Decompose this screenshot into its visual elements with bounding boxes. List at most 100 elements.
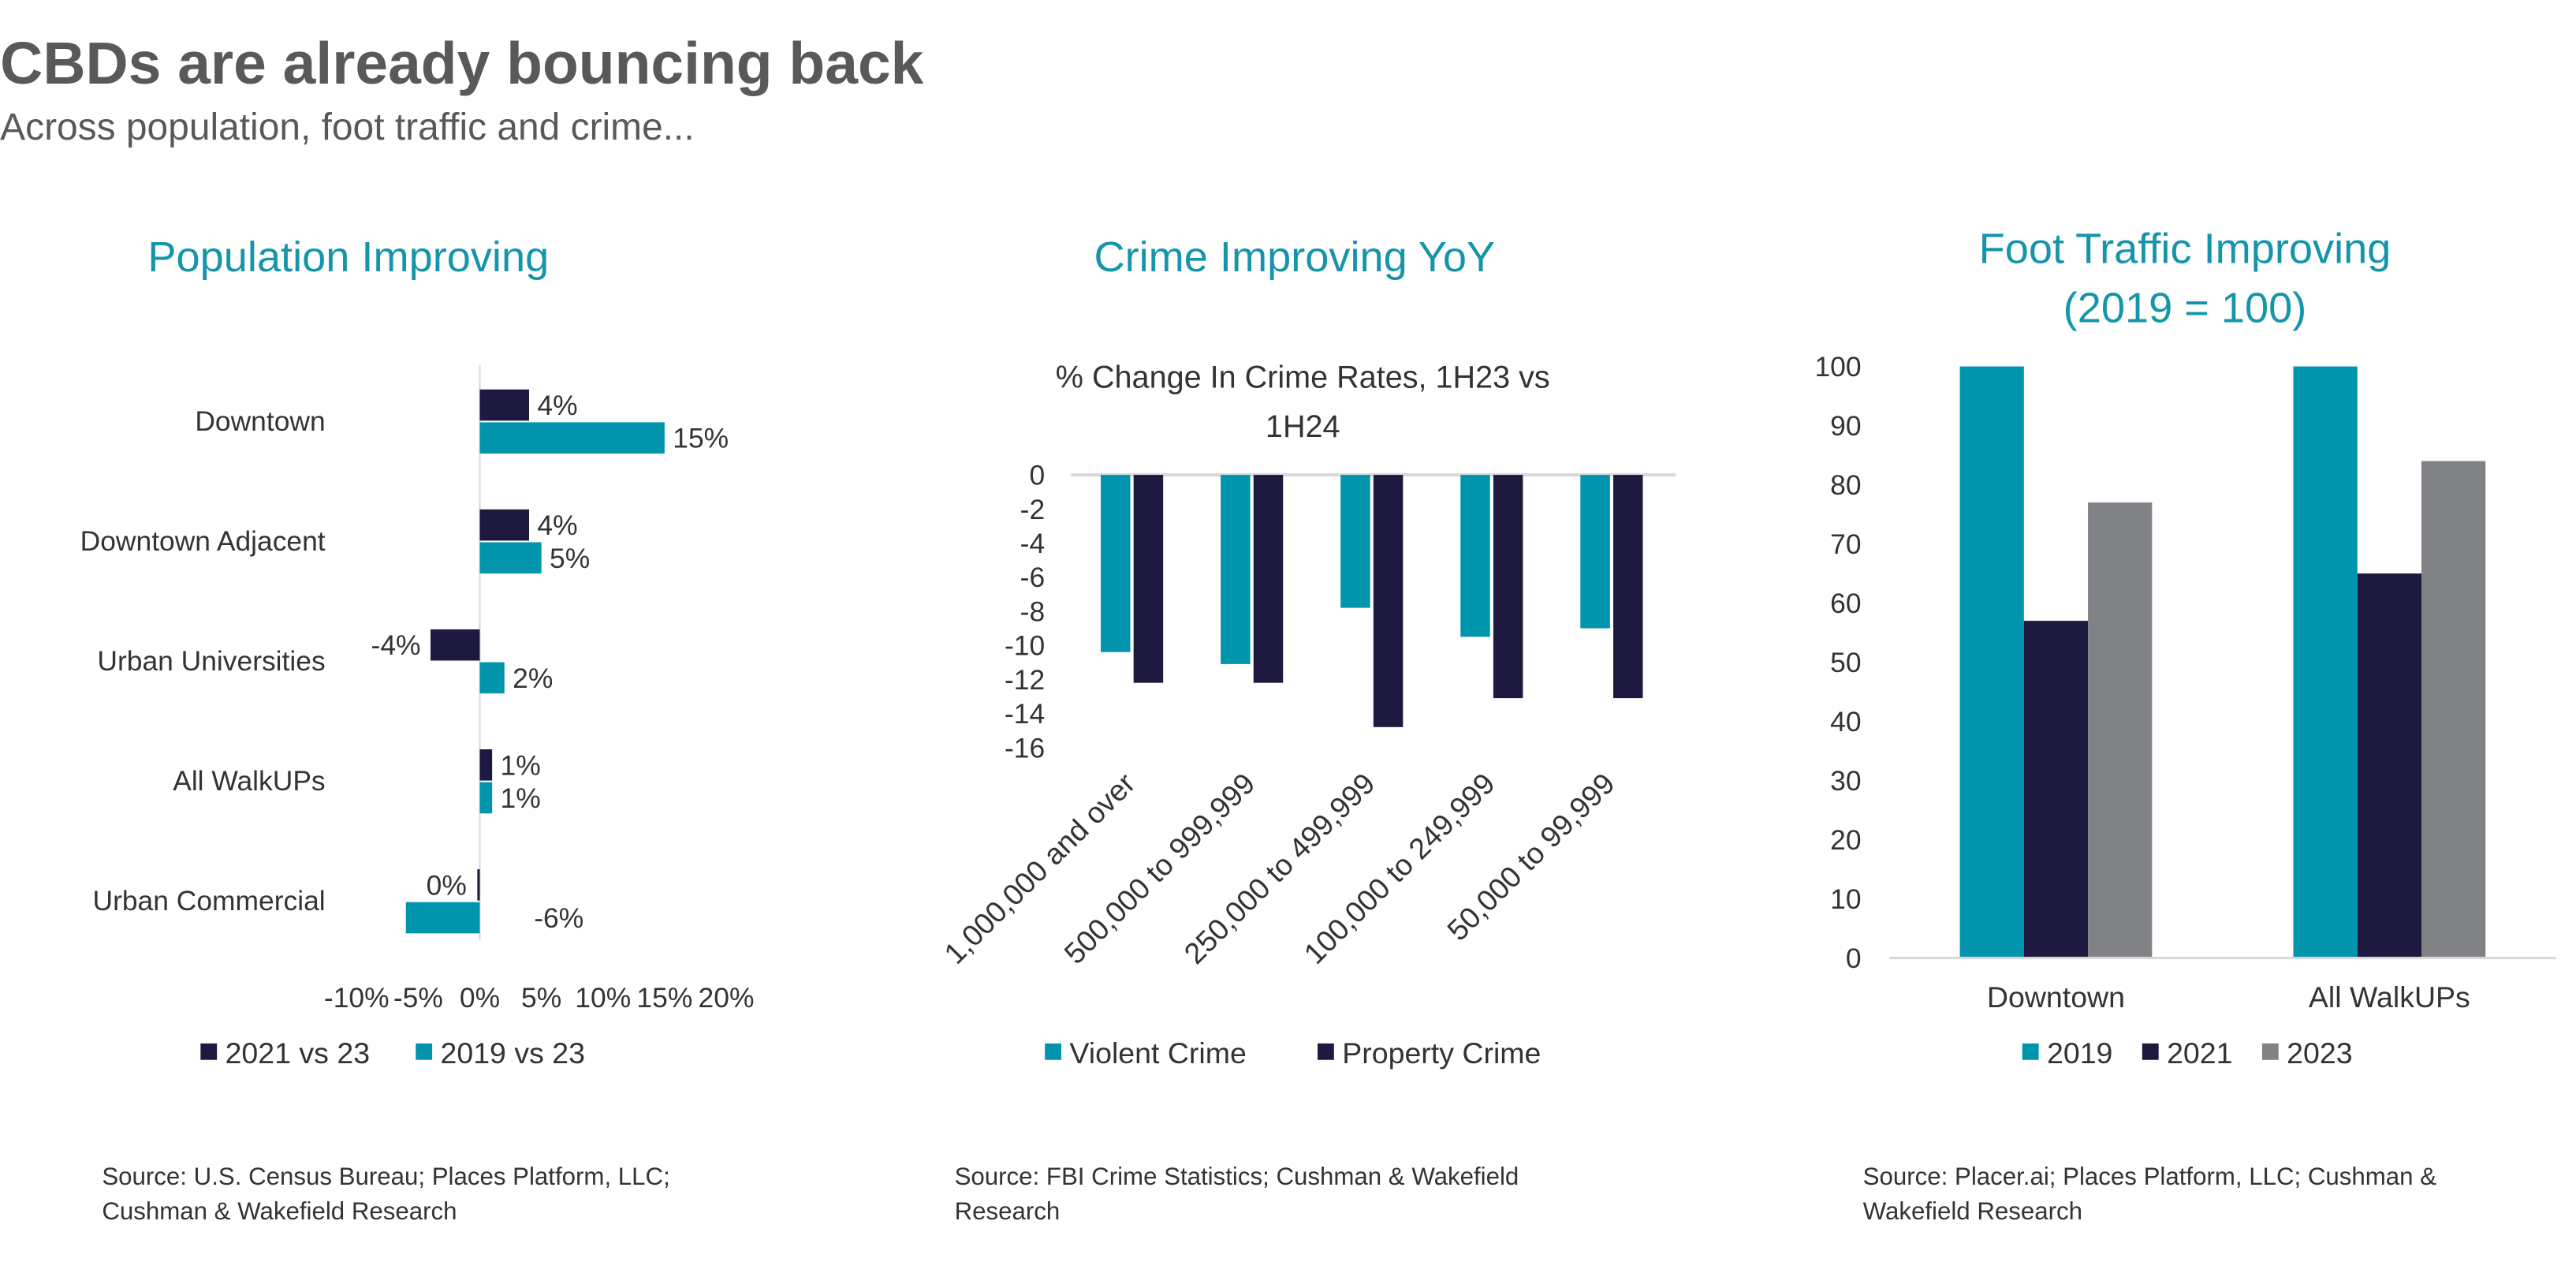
bar-violent-crime-1-000-000-and-over (1101, 475, 1131, 652)
category-label-urban-universities: Urban Universities (97, 645, 325, 677)
bar-2019-vs-23-all-walkups (479, 782, 493, 814)
bar-2019-vs-23-downtown (479, 422, 665, 454)
slide-subtitle: Across population, foot traffic and crim… (0, 106, 695, 148)
y-tick-50: 50 (1830, 647, 1861, 678)
legend-swatch-2021 (2142, 1043, 2159, 1060)
data-label-2019-vs-23-urban-universities: 2% (513, 663, 553, 694)
y-tick-12: -12 (1005, 664, 1045, 696)
legend-label-property-crime: Property Crime (1342, 1036, 1541, 1070)
bar-2019-all-walkups (2293, 366, 2358, 958)
bar-2021-vs-23-downtown-adjacent (479, 509, 529, 541)
bar-2021-vs-23-downtown (479, 389, 529, 421)
x-tick-10: -10% (324, 982, 390, 1014)
data-label-2019-vs-23-downtown-adjacent: 5% (550, 543, 590, 574)
y-tick-4: -4 (1020, 528, 1045, 559)
y-tick-0: 0 (1846, 943, 1862, 974)
bar-property-crime-100-000-to-249-999 (1493, 475, 1523, 699)
x-tick-5: 5% (521, 982, 561, 1014)
population-source-line2: Cushman & Wakefield Research (102, 1197, 457, 1225)
x-tick-0: 0% (460, 982, 500, 1014)
population-source-line1: Source: U.S. Census Bureau; Places Platf… (102, 1163, 669, 1190)
bar-2019-vs-23-urban-commercial (405, 902, 480, 934)
x-tick-10: 10% (575, 982, 631, 1014)
bar-2023-downtown (2088, 502, 2153, 958)
category-label-downtown-adjacent: Downtown Adjacent (80, 525, 326, 557)
bar-2021-downtown (2023, 621, 2089, 958)
legend-label-2019-vs-23: 2019 vs 23 (441, 1036, 585, 1070)
foot-traffic-chart: 0 10 20 30 40 50 60 70 80 90 100 Downtown All WalkUP… (1815, 351, 2556, 1070)
crime-source-line2: Research (955, 1197, 1061, 1225)
crime-chart: 0-2-4-6-8-10-12-14-161,000,000 and over5… (938, 460, 1676, 1070)
y-tick-60: 60 (1830, 588, 1861, 619)
y-tick-20: 20 (1830, 824, 1861, 856)
y-tick-8: -8 (1020, 596, 1045, 627)
legend-swatch-2019-vs-23 (416, 1043, 433, 1060)
y-tick-16: -16 (1005, 732, 1045, 764)
category-label-urban-commercial: Urban Commercial (93, 885, 326, 917)
population-chart: Downtown 4%15%Downtown Adjacent 4%5%Urban … (80, 364, 755, 1070)
data-label-2021-vs-23-all-walkups: 1% (501, 749, 541, 781)
data-label-2021-vs-23-downtown-adjacent: 4% (537, 510, 577, 541)
crime-chart-title: Crime Improving YoY (1094, 233, 1495, 281)
bar-2019-vs-23-downtown-adjacent (479, 542, 542, 574)
foot-source-line2: Wakefield Research (1863, 1197, 2082, 1225)
bar-violent-crime-100-000-to-249-999 (1460, 475, 1490, 637)
foot-traffic-chart-subtitle: (2019 = 100) (2063, 284, 2307, 331)
bar-2021-vs-23-urban-commercial (477, 869, 480, 901)
legend-label-2021-vs-23: 2021 vs 23 (226, 1036, 370, 1070)
y-tick-6: -6 (1020, 562, 1045, 593)
legend-swatch-property-crime (1318, 1043, 1334, 1060)
y-tick-2: -2 (1020, 494, 1045, 525)
data-label-2019-vs-23-urban-commercial: -6% (534, 902, 583, 934)
y-tick-10: 10 (1830, 883, 1861, 915)
y-tick-100: 100 (1815, 351, 1862, 383)
data-label-2021-vs-23-downtown: 4% (537, 390, 577, 421)
x-tick-5: -5% (393, 982, 443, 1014)
legend-swatch-2021-vs-23 (200, 1043, 218, 1060)
bar-2023-all-walkups (2421, 461, 2486, 958)
crime-chart-subtitle-line2: 1H24 (1266, 409, 1340, 444)
data-label-2021-vs-23-urban-commercial: 0% (427, 869, 467, 901)
crime-chart-subtitle-line1: % Change In Crime Rates, 1H23 vs (1056, 360, 1550, 395)
legend-label-2021: 2021 (2167, 1036, 2232, 1070)
y-tick-80: 80 (1830, 469, 1861, 501)
legend-swatch-violent-crime (1045, 1043, 1061, 1060)
population-chart-title: Population Improving (147, 233, 549, 281)
bar-property-crime-500-000-to-999-999 (1253, 475, 1284, 683)
slide-title: CBDs are already bouncing back (0, 30, 924, 96)
bar-2019-downtown (1959, 366, 2024, 958)
category-label-all-walkups: All WalkUPs (173, 765, 325, 797)
foot-traffic-chart-title: Foot Traffic Improving (1979, 225, 2391, 272)
bar-property-crime-250-000-to-499-999 (1373, 475, 1404, 727)
bar-violent-crime-250-000-to-499-999 (1340, 475, 1370, 608)
bar-2019-vs-23-urban-universities (479, 662, 505, 694)
y-tick-0: 0 (1029, 460, 1045, 491)
category-label-downtown: Downtown (195, 405, 325, 437)
y-tick-70: 70 (1830, 528, 1861, 560)
bar-2021-all-walkups (2357, 573, 2421, 958)
y-tick-40: 40 (1830, 706, 1861, 737)
category-label-all-walkups: All WalkUPs (2309, 980, 2470, 1014)
legend-label-violent-crime: Violent Crime (1069, 1036, 1246, 1070)
y-tick-90: 90 (1830, 410, 1861, 442)
crime-source-line1: Source: FBI Crime Statistics; Cushman & … (955, 1163, 1519, 1190)
legend-swatch-2019 (2022, 1043, 2039, 1060)
bar-2021-vs-23-all-walkups (479, 749, 493, 781)
y-tick-30: 30 (1830, 765, 1861, 797)
bar-2021-vs-23-urban-universities (431, 629, 480, 661)
bar-violent-crime-500-000-to-999-999 (1221, 475, 1251, 664)
foot-source-line1: Source: Placer.ai; Places Platform, LLC;… (1863, 1163, 2437, 1190)
y-tick-10: -10 (1005, 630, 1045, 662)
legend-label-2023: 2023 (2287, 1036, 2352, 1070)
x-tick-20: 20% (699, 982, 755, 1014)
data-label-2019-vs-23-downtown: 15% (673, 423, 729, 454)
bar-property-crime-50-000-to-99-999 (1613, 475, 1643, 699)
legend-label-2019: 2019 (2047, 1036, 2112, 1070)
legend-swatch-2023 (2261, 1043, 2279, 1060)
y-tick-14: -14 (1005, 698, 1045, 730)
data-label-2021-vs-23-urban-universities: -4% (371, 629, 421, 661)
category-label-downtown: Downtown (1987, 980, 2125, 1014)
data-label-2019-vs-23-all-walkups: 1% (501, 782, 541, 814)
x-tick-15: 15% (636, 982, 692, 1014)
